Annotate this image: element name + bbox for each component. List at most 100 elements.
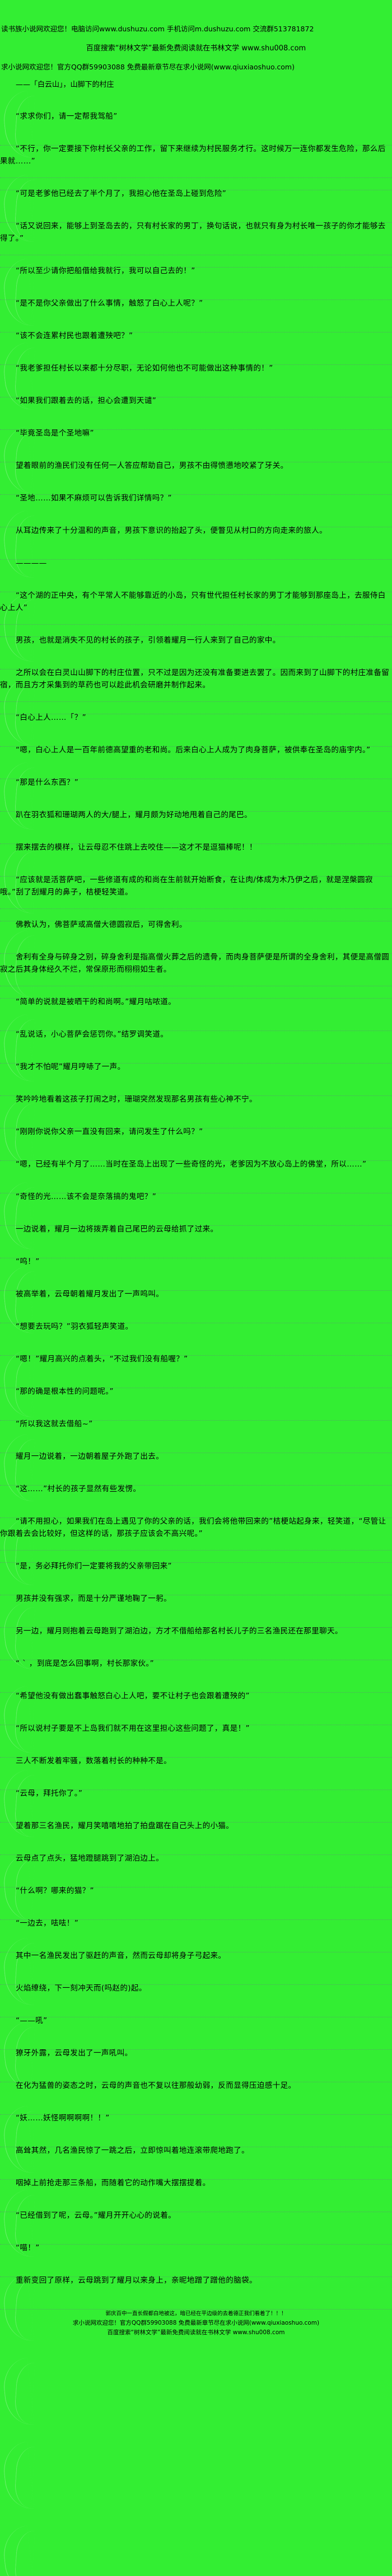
paragraph-gap (0, 1637, 392, 1657)
paragraph-gap (0, 1800, 392, 1820)
paragraph-gap (0, 2092, 392, 2112)
paragraph-gap (0, 756, 392, 776)
body-paragraph: 舍利有全身与碎身之别，碎身舍利是指高僧火葬之后的遗骨，而肉身菩萨便是所谓的全身舍… (0, 953, 390, 974)
paragraph-gap (0, 1670, 392, 1690)
body-paragraph: 云母点了点头，猛地蹬腿跳到了湖泊边上。 (16, 1854, 164, 1863)
watermark-stroke (1, 2525, 35, 2576)
body-paragraph: “话又说回来，能够上到圣岛去的，只有村长家的男丁，换句话说，也就只有身为村长唯一… (0, 222, 386, 243)
body-paragraph: “什么啊？哪来的猫？” (16, 1886, 94, 1895)
body-paragraph: “奇怪的光……该不会是奈落搞的鬼吧？” (16, 1192, 157, 1201)
paragraph-gap (0, 1300, 392, 1320)
paragraph-gap (0, 821, 392, 841)
paragraph-gap (0, 1463, 392, 1483)
paragraph-gap (0, 2157, 392, 2177)
paragraph-gap (0, 898, 392, 919)
body-paragraph: “那的确是根本性的问题呢。” (16, 1387, 114, 1396)
paragraph-gap (0, 342, 392, 362)
paragraph-gap (0, 1430, 392, 1450)
body-paragraph: “应该就是活菩萨吧，一些修道有成的和尚在生前就开始断食，在让肉/体成为木乃伊之后… (0, 875, 373, 897)
paragraph-gap (0, 691, 392, 711)
body-paragraph: 从耳边传来了十分温和的声音，男孩下意识的抬起了头，便瞥见从村口的方向走来的旅人。 (16, 526, 327, 535)
paragraph-gap (0, 569, 392, 589)
body-paragraph: “如果我们跟着去的话，担心会遭到天谴” (16, 396, 157, 405)
paragraph-gap (0, 1605, 392, 1625)
body-paragraph: 火焰缭绕，下一刻冲天而(吗赵的)起。 (16, 1984, 147, 1993)
paragraph-gap (0, 537, 392, 557)
footer-note: 郭庆百中一直长假都白地被这，暗已经在平边级的去着德正我们看着了！！！ (105, 2311, 287, 2317)
paragraph-gap (0, 90, 392, 110)
body-paragraph: 另一边，耀月则抱着云母跑到了湖泊边，方才不借船给那名村长儿子的三名渔民还在那里聊… (16, 1627, 343, 1636)
paragraph-gap (0, 724, 392, 744)
body-paragraph: 一边说着，耀月一边将拨弄着自己尾巴的云母给抓了过来。 (16, 1225, 218, 1234)
body-paragraph: 男孩，也就是消失不见的村长的孩子，引领着耀月一行人来到了自己的家中。 (16, 636, 281, 645)
body-paragraph: 咽掉上前抢走那三条船，而随着它的动作嘴大摆摆提着。 (16, 2179, 211, 2188)
paragraph-gap (0, 407, 392, 427)
body-paragraph: “该不会连累村民也跟着遭殃吧？” (16, 331, 133, 340)
paragraph-gap (0, 1702, 392, 1722)
body-paragraph: “可是老爹他已经去了半个月了，我担心他在圣岛上碰到危险” (16, 189, 227, 198)
body-paragraph: “是不是你父亲做出了什么事情，触怒了白心上人呢？” (16, 299, 203, 308)
page-footer: 郭庆百中一直长假都白地被这，暗已经在平边级的去着德正我们看着了！！！ 求小说网欢… (0, 2309, 392, 2341)
paragraph-gap (0, 439, 392, 460)
body-paragraph: 在化为猛兽的姿态之时，云母的声音也不复以往那般幼弱，反而显得压迫感十足。 (16, 2081, 296, 2090)
body-paragraph: “简单的说就是被晒干的和尚啊。”耀月咕哝道。 (16, 997, 176, 1006)
paragraph-gap (0, 1268, 392, 1288)
body-paragraph: 之所以会在白灵山山脚下的村庄位置，只不过是因为还没有准备要进去罢了。因而来到了山… (0, 668, 390, 690)
body-paragraph: “——吼” (16, 2016, 48, 2025)
body-paragraph: “嗯，白心上人是一百年前德高望重的老和尚。后来白心上人成为了肉身菩萨，被供奉在圣… (16, 746, 371, 755)
paragraph-gap (0, 1398, 392, 1418)
paragraph-gap (0, 1008, 392, 1028)
paragraph-gap (0, 504, 392, 524)
body-paragraph: “所以至少请你把船借给我就行，我可以自己去的！” (16, 266, 195, 275)
paragraph-gap (0, 2124, 392, 2144)
site-banner-third: 求小说网欢迎您！官方QQ群59903088 免费最新章节尽在求小说网(www.q… (1, 63, 295, 71)
body-paragraph: “嗯，已经有半个月了……当时在圣岛上出现了一些奇怪的光，老爹因为不放心岛上的佛堂… (16, 1160, 367, 1169)
body-paragraph: 望着眼前的渔民们没有任何一人答应帮助自己，男孩不由得愤懑地咬紧了牙关。 (16, 461, 288, 470)
watermark-stroke (1, 2441, 35, 2512)
body-paragraph: 被高举着，云母朝着耀月发出了一声呜叫。 (16, 1290, 164, 1299)
body-paragraph: 耀月一边说着，一边朝着屋子外跑了出去。 (16, 1452, 164, 1461)
watermark-text (67, 2455, 82, 2462)
paragraph-gap (0, 931, 392, 951)
chapter-body: “求求你们，请一定帮我驾船” “不行，你一定要接下你村长父亲的工作，留下来继续为村… (0, 90, 392, 2287)
paragraph-gap (0, 1962, 392, 1982)
body-paragraph: “ ` ，到底是怎么回事啊，村长那家伙。” (16, 1659, 154, 1668)
body-paragraph: 三人不断发着牢骚，数落着村长的种种不是。 (16, 1757, 171, 1765)
paragraph-gap (0, 1041, 392, 1061)
body-paragraph: 男孩并没有强求，而是十分严谨地鞠了一躬。 (16, 1594, 171, 1603)
body-paragraph: 趴在羽衣狐和珊瑚两人的大/腿上，耀月颇为好动地甩着自己的尾巴。 (16, 811, 252, 819)
paragraph-gap (0, 310, 392, 330)
body-paragraph: 摆来摆去的模样，让云母忍不住跳上去咬住——这才不是逗猫棒呢！！ (16, 843, 257, 852)
paragraph-gap (0, 2222, 392, 2242)
paragraph-gap (0, 472, 392, 492)
body-paragraph: “乱说话，小心菩萨会惩罚你。”结罗调笑道。 (16, 1030, 169, 1039)
body-paragraph: “喵！” (16, 2244, 40, 2252)
paragraph-gap (0, 614, 392, 634)
paragraph-gap (0, 1365, 392, 1385)
paragraph-gap (0, 245, 392, 265)
paragraph-gap (0, 2027, 392, 2047)
body-paragraph: 佛教认为，佛菩萨或高僧大德圆寂后，可得舍利。 (16, 920, 187, 929)
watermark-text (67, 2539, 82, 2546)
body-paragraph: “不行，你一定要接下你村长父亲的工作，留下来继续为村民服务才行。这时候万一连你都… (0, 144, 386, 166)
watermark-stroke (13, 2530, 35, 2576)
body-paragraph: “已经借到了呢，云母。”耀月开开心心的说着。 (16, 2211, 176, 2220)
paragraph-gap (0, 1333, 392, 1353)
body-paragraph: “这个湖的正中央，有个平常人不能够靠近的小岛，只有世代担任村长家的男丁才能够到那… (0, 591, 386, 612)
paragraph-gap (0, 1203, 392, 1223)
body-paragraph: “呜！” (16, 1257, 40, 1266)
body-paragraph: ———— (16, 559, 47, 568)
site-banner-top: 读书族小说网欢迎您！电脑访问www.dushuzu.com 手机访问m.dush… (1, 25, 314, 33)
body-paragraph: “一边去，呿呿！” (16, 1919, 79, 1928)
body-paragraph: “我老爹担任村长以来都十分尽职，无论如何他也不可能做出这种事情的！” (16, 364, 273, 373)
body-paragraph: “云母，拜托你了。” (16, 1789, 83, 1798)
paragraph-gap (0, 1495, 392, 1515)
watermark-text (67, 2371, 82, 2378)
paragraph-gap (0, 277, 392, 297)
body-paragraph: 望着那三名渔民，耀月笑嘻嘻地拍了拍盘踞在自己头上的小猫。 (16, 1821, 234, 1830)
body-paragraph: “圣地……如果不麻烦可以告诉我们详情吗？” (16, 494, 172, 503)
site-banner-center: 百度搜索“树林文学”最新免费阅读就在书林文学 www.shu008.com (86, 44, 306, 53)
chapter-subtitle: ——「白云山」，山脚下的村庄 (16, 81, 114, 89)
body-paragraph: “所以我这就去借船~” (16, 1420, 93, 1428)
body-paragraph: “希望他没有做出蠢事触怒白心上人吧，要不让村子也会跟着遭殃的” (16, 1692, 250, 1701)
